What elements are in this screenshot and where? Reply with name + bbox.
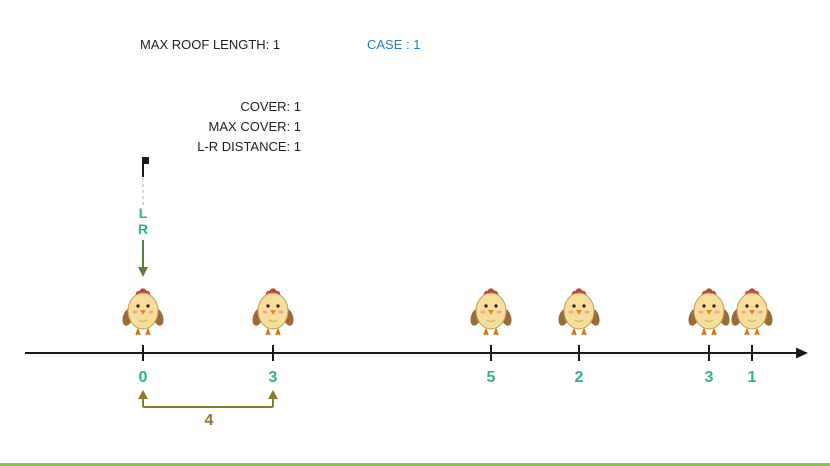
chick-icon <box>467 287 515 336</box>
chick-icon <box>249 287 297 336</box>
max-roof-length-label: MAX ROOF LENGTH: 1 <box>140 37 281 52</box>
left-pointer-label: L <box>139 205 148 221</box>
axis-arrowhead <box>796 347 808 359</box>
chick-icon <box>685 287 733 336</box>
point-label: 2 <box>575 369 584 386</box>
point-label: 0 <box>139 369 148 386</box>
bottom-accent-bar <box>0 463 830 466</box>
flag-icon <box>142 157 144 177</box>
bracket-left-arrowhead <box>138 390 148 399</box>
bracket-right-arrowhead <box>268 390 278 399</box>
right-pointer-label: R <box>138 221 148 237</box>
case-label: CASE : 1 <box>367 37 421 52</box>
max-cover-label: MAX COVER: 1 <box>208 119 301 134</box>
chick-icon <box>728 287 776 336</box>
pointer-arrowhead <box>138 267 148 277</box>
chick-icon <box>119 287 167 336</box>
info-panel: COVER: 1 MAX COVER: 1 L-R DISTANCE: 1 <box>197 97 301 157</box>
chick-icon <box>555 287 603 336</box>
lr-distance-label: L-R DISTANCE: 1 <box>197 139 301 154</box>
cover-label: COVER: 1 <box>240 99 301 114</box>
flag-banner <box>143 157 149 164</box>
point-label: 5 <box>487 369 496 386</box>
point-label: 1 <box>748 369 757 386</box>
point-label: 3 <box>269 369 278 386</box>
point-label: 3 <box>705 369 714 386</box>
distance-label: 4 <box>205 412 214 429</box>
